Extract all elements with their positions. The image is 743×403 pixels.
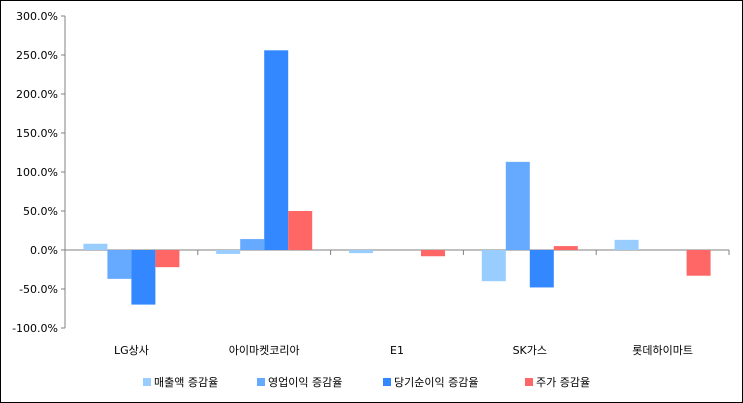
y-tick-label: 0.0% [30, 244, 58, 257]
bar [481, 250, 506, 282]
bar [614, 239, 639, 250]
category-label: E1 [390, 344, 404, 357]
legend-label: 매출액 증감율 [154, 376, 218, 389]
legend-label: 당기순이익 증감율 [394, 376, 478, 389]
bars [83, 50, 711, 305]
y-tick-label: 250.0% [16, 49, 58, 62]
bar [686, 250, 711, 276]
legend: 매출액 증감율 영업이익 증감율 당기순이익 증감율 주가 증감율 [143, 376, 590, 389]
legend-swatch [257, 378, 265, 386]
category-label: SK가스 [513, 344, 547, 357]
bar [288, 211, 313, 250]
legend-swatch [143, 378, 151, 386]
bar [421, 250, 445, 257]
y-tick-label: 150.0% [16, 127, 58, 140]
bar [240, 239, 265, 250]
category-label: 아이마켓코리아 [229, 344, 300, 357]
bar [155, 250, 180, 268]
bar [349, 250, 373, 254]
category-label: 롯데하이마트 [632, 343, 693, 357]
bar [553, 246, 578, 250]
y-axis: 300.0% 250.0% 200.0% 150.0% 100.0% 50.0% 0.0% -… [12, 10, 66, 335]
y-tick-label: 300.0% [16, 10, 58, 23]
bar [107, 250, 132, 279]
legend-swatch [383, 378, 391, 386]
legend-label: 주가 증감율 [536, 376, 590, 389]
y-tick-label: 100.0% [16, 166, 58, 179]
bar [216, 250, 241, 254]
category-label: LG상사 [114, 344, 149, 357]
bar [505, 161, 530, 250]
y-tick-label: 200.0% [16, 88, 58, 101]
y-tick-label: -100.0% [12, 322, 58, 335]
y-tick-label: -50.0% [19, 283, 58, 296]
bar [131, 250, 156, 305]
legend-swatch [525, 378, 533, 386]
bar [529, 250, 554, 288]
bar [264, 50, 289, 250]
bar [83, 243, 108, 250]
y-tick-label: 50.0% [23, 205, 58, 218]
legend-label: 영업이익 증감율 [268, 376, 342, 389]
